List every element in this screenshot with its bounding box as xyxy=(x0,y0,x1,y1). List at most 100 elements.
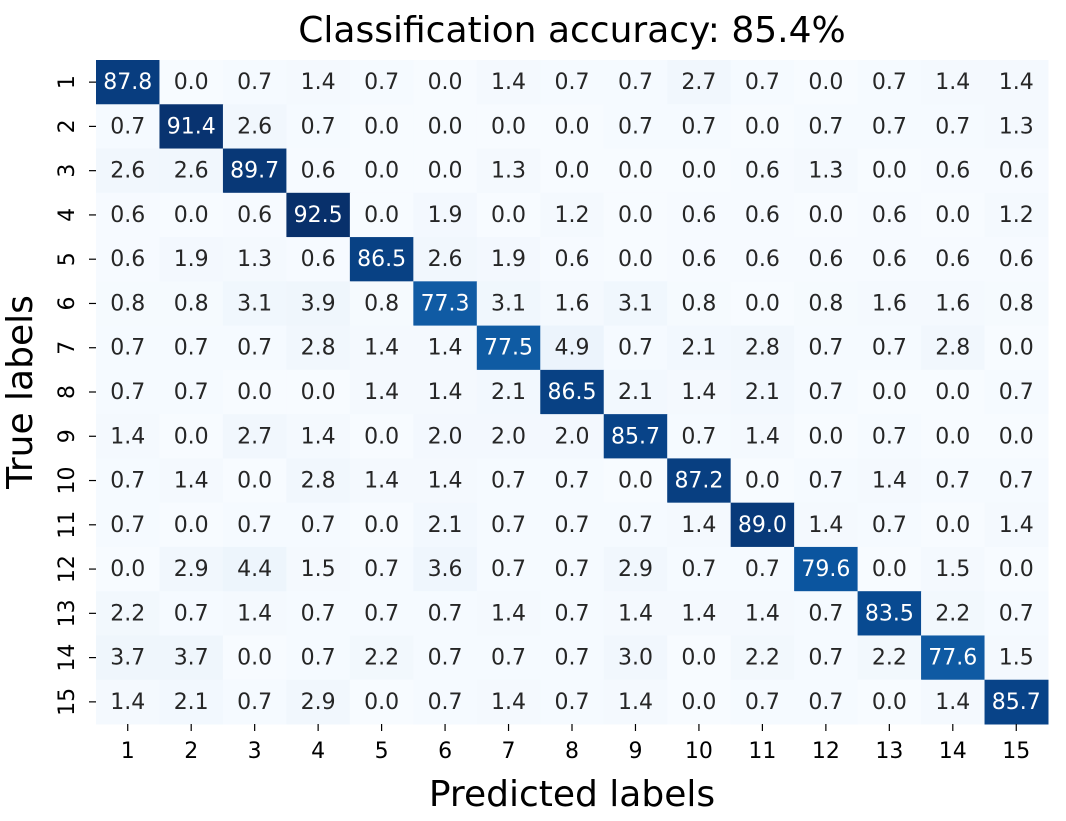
heatmap-cell xyxy=(159,591,224,636)
cell-label: 0.0 xyxy=(872,159,907,184)
cell-label: 0.8 xyxy=(364,291,399,316)
cell-label: 0.7 xyxy=(872,114,907,139)
heatmap-cell xyxy=(857,591,922,636)
cell-label: 2.8 xyxy=(745,336,780,361)
heatmap-cell xyxy=(730,502,795,548)
heatmap-cell xyxy=(667,60,732,105)
cell-label: 2.1 xyxy=(491,380,526,405)
heatmap-cell xyxy=(984,679,1049,725)
heatmap-cell xyxy=(667,281,732,327)
heatmap-cell xyxy=(222,325,287,371)
heatmap-cell xyxy=(857,60,922,105)
heatmap-cell xyxy=(286,104,351,150)
heatmap-cell xyxy=(540,192,605,238)
heatmap-cell xyxy=(603,591,668,636)
cell-label: 3.7 xyxy=(110,646,145,671)
cell-label: 2.6 xyxy=(110,159,145,184)
heatmap-cell xyxy=(603,237,668,282)
cell-label: 1.4 xyxy=(364,469,399,494)
heatmap-cell xyxy=(286,192,351,238)
cell-label: 0.7 xyxy=(808,601,843,626)
heatmap-cell xyxy=(413,148,478,194)
heatmap-cell xyxy=(96,281,160,327)
cell-label: 2.8 xyxy=(301,469,336,494)
cell-label: 0.7 xyxy=(745,70,780,95)
cell-label: 0.7 xyxy=(745,557,780,582)
cell-label: 0.0 xyxy=(237,469,272,494)
cell-label: 0.7 xyxy=(618,70,653,95)
cell-label: 89.0 xyxy=(738,513,787,538)
heatmap-cell xyxy=(286,237,351,282)
cell-label: 87.8 xyxy=(103,70,152,95)
cell-label: 0.6 xyxy=(681,247,716,272)
cell-label: 0.7 xyxy=(808,336,843,361)
heatmap-cell xyxy=(857,414,922,459)
heatmap-cell xyxy=(603,104,668,150)
cell-label: 0.6 xyxy=(301,159,336,184)
cell-label: 0.7 xyxy=(301,601,336,626)
cell-label: 0.7 xyxy=(872,70,907,95)
cell-label: 3.9 xyxy=(301,291,336,316)
heatmap-cell xyxy=(794,237,859,282)
heatmap-cell xyxy=(857,546,922,592)
heatmap-cell xyxy=(730,192,795,238)
heatmap-cell xyxy=(159,546,224,592)
cell-label: 0.0 xyxy=(681,159,716,184)
heatmap-cell xyxy=(984,148,1049,194)
cell-label: 3.1 xyxy=(618,291,653,316)
heatmap-cell xyxy=(413,591,478,636)
x-tick-label: 13 xyxy=(875,739,903,764)
cell-label: 2.0 xyxy=(555,424,590,449)
y-tick-label: 4 xyxy=(55,208,80,222)
heatmap-cell xyxy=(222,369,287,415)
cell-label: 2.6 xyxy=(237,114,272,139)
heatmap-cell xyxy=(349,192,414,238)
cell-label: 1.4 xyxy=(745,601,780,626)
heatmap-cell xyxy=(222,591,287,636)
cell-label: 3.6 xyxy=(428,557,463,582)
y-tick-label: 1 xyxy=(55,75,80,89)
heatmap-cell xyxy=(349,369,414,415)
x-tick-label: 10 xyxy=(685,739,713,764)
cell-label: 0.0 xyxy=(681,690,716,715)
cell-label: 79.6 xyxy=(801,557,850,582)
heatmap-cell xyxy=(794,502,859,548)
heatmap-cell xyxy=(921,325,986,371)
cell-label: 0.6 xyxy=(999,247,1034,272)
heatmap-cell xyxy=(349,237,414,282)
heatmap-cell xyxy=(286,414,351,459)
cell-label: 0.7 xyxy=(110,380,145,405)
cell-label: 0.7 xyxy=(618,513,653,538)
cell-label: 92.5 xyxy=(294,203,343,228)
cell-label: 0.6 xyxy=(745,203,780,228)
x-tick-label: 8 xyxy=(565,739,579,764)
cell-label: 1.6 xyxy=(872,291,907,316)
cell-label: 2.9 xyxy=(301,690,336,715)
y-tick-label: 12 xyxy=(55,555,80,583)
heatmap-cell xyxy=(349,635,414,681)
heatmap-cell xyxy=(730,458,795,504)
x-tick-label: 4 xyxy=(311,739,325,764)
cell-label: 2.1 xyxy=(174,690,209,715)
cell-label: 0.7 xyxy=(555,690,590,715)
heatmap-cell xyxy=(984,458,1049,504)
cell-label: 0.0 xyxy=(428,159,463,184)
heatmap-cell xyxy=(667,502,732,548)
heatmap-cell xyxy=(540,369,605,415)
heatmap-cell xyxy=(476,414,541,459)
cell-label: 1.3 xyxy=(491,159,526,184)
heatmap-cell xyxy=(794,281,859,327)
cell-label: 0.7 xyxy=(110,114,145,139)
x-tick-label: 6 xyxy=(438,739,452,764)
heatmap-cell xyxy=(857,458,922,504)
cell-label: 2.1 xyxy=(428,513,463,538)
cell-label: 1.4 xyxy=(428,336,463,361)
heatmap-cell xyxy=(413,60,478,105)
heatmap-cell xyxy=(476,281,541,327)
heatmap-cell xyxy=(286,458,351,504)
heatmap-cell xyxy=(730,281,795,327)
heatmap-cell xyxy=(730,591,795,636)
cell-label: 0.7 xyxy=(428,601,463,626)
cell-label: 0.0 xyxy=(808,203,843,228)
cell-label: 0.0 xyxy=(555,114,590,139)
